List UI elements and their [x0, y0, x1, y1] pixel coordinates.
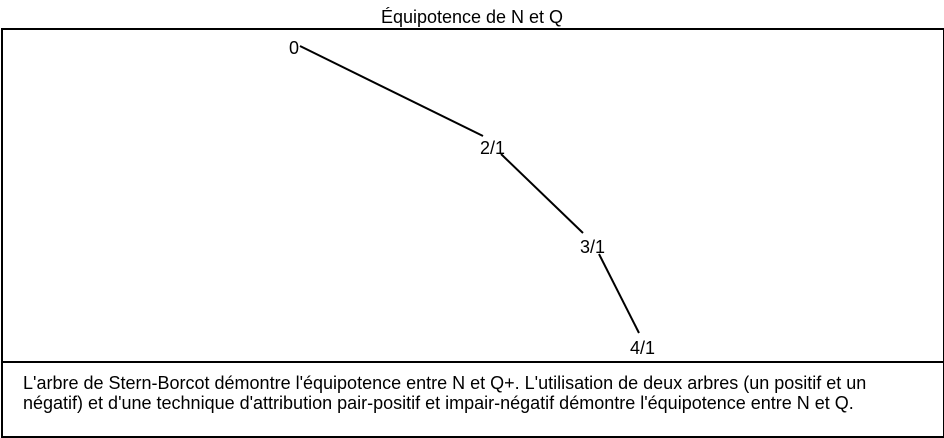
edge-3-1-to-4-1 [598, 253, 640, 334]
edge-0-to-2-1 [299, 45, 484, 137]
tree-svg: 0 2/1 3/1 4/1 [289, 38, 655, 358]
node-0: 0 [289, 38, 299, 58]
diagram-title: Équipotence de N et Q [380, 7, 564, 27]
caption-text: L'arbre de Stern-Borcot démontre l'équip… [3, 361, 943, 436]
tree-diagram: 0 2/1 3/1 4/1 [3, 30, 943, 361]
diagram-frame: 0 2/1 3/1 4/1 L'arbre de Stern-Borcot dé… [1, 28, 944, 438]
node-3-1: 3/1 [580, 237, 605, 257]
node-2-1: 2/1 [480, 138, 505, 158]
edge-2-1-to-3-1 [500, 153, 584, 234]
node-4-1: 4/1 [630, 338, 655, 358]
